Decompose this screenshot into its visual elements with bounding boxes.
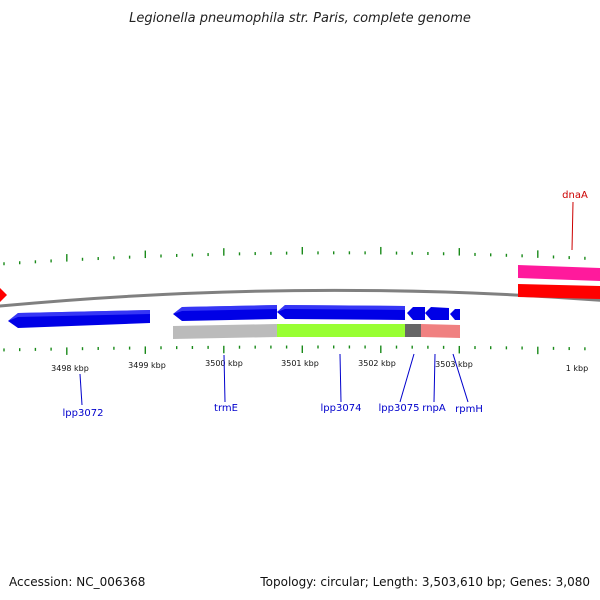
gene-arrow-rpmH[interactable] [450, 309, 460, 320]
feature-track [173, 324, 460, 339]
gene-labels: lpp3072 trmE lpp3074 lpp3075 rnpA rpmH dnaA [63, 190, 588, 419]
gene-arrow-lpp3074[interactable] [277, 305, 405, 320]
top-tick-track [3, 246, 586, 266]
gene-arrow-dnaA[interactable] [518, 265, 600, 299]
gene-leader-line [433, 353, 436, 403]
scale-label: 3498 kbp [51, 364, 89, 373]
gene-label-lpp3072[interactable]: lpp3072 [63, 408, 104, 419]
scale-label: 1 kbp [566, 364, 588, 373]
feature-segment-gray [173, 324, 277, 339]
gene-label-rpmH[interactable]: rpmH [455, 404, 483, 415]
bottom-tick-track [3, 345, 586, 355]
feature-segment-green [277, 324, 405, 337]
gene-label-rnpA[interactable]: rnpA [422, 403, 446, 414]
gene-arrow-lpp3075[interactable] [407, 307, 425, 320]
scale-label: 3499 kbp [128, 361, 166, 370]
gene-label-lpp3074[interactable]: lpp3074 [321, 403, 362, 414]
gene-leader-line [339, 353, 342, 403]
scale-label: 3501 kbp [281, 359, 319, 368]
feature-segment-salmon [421, 324, 460, 338]
gene-leader-line [79, 373, 83, 406]
gene-leader-line [223, 354, 226, 403]
topology-text: Topology: circular; Length: 3,503,610 bp… [260, 575, 590, 589]
gene-label-trmE[interactable]: trmE [214, 403, 238, 414]
map-title: Legionella pneumophila str. Paris, compl… [129, 11, 471, 26]
scale-label: 3503 kbp [435, 360, 473, 369]
accession-text: Accession: NC_006368 [9, 575, 146, 589]
gene-arrow-rnpA[interactable] [425, 307, 449, 320]
gene-arrow-trmE[interactable] [173, 305, 277, 321]
gene-label-dnaA[interactable]: dnaA [562, 190, 588, 201]
gene-leader-line [399, 353, 415, 403]
feature-segment-darkgray [405, 324, 421, 337]
genome-backbone [0, 288, 600, 308]
gene-label-lpp3075[interactable]: lpp3075 [379, 403, 420, 414]
scale-label: 3502 kbp [358, 359, 396, 368]
gene-arrow-lpp3072[interactable] [8, 310, 150, 328]
gene-arrow-edge-red[interactable] [0, 288, 7, 302]
scale-labels: 3498 kbp 3499 kbp 3500 kbp 3501 kbp 3502 kbp… [51, 359, 588, 373]
gene-leader-line [452, 353, 469, 403]
gene-leader-line [571, 201, 574, 251]
